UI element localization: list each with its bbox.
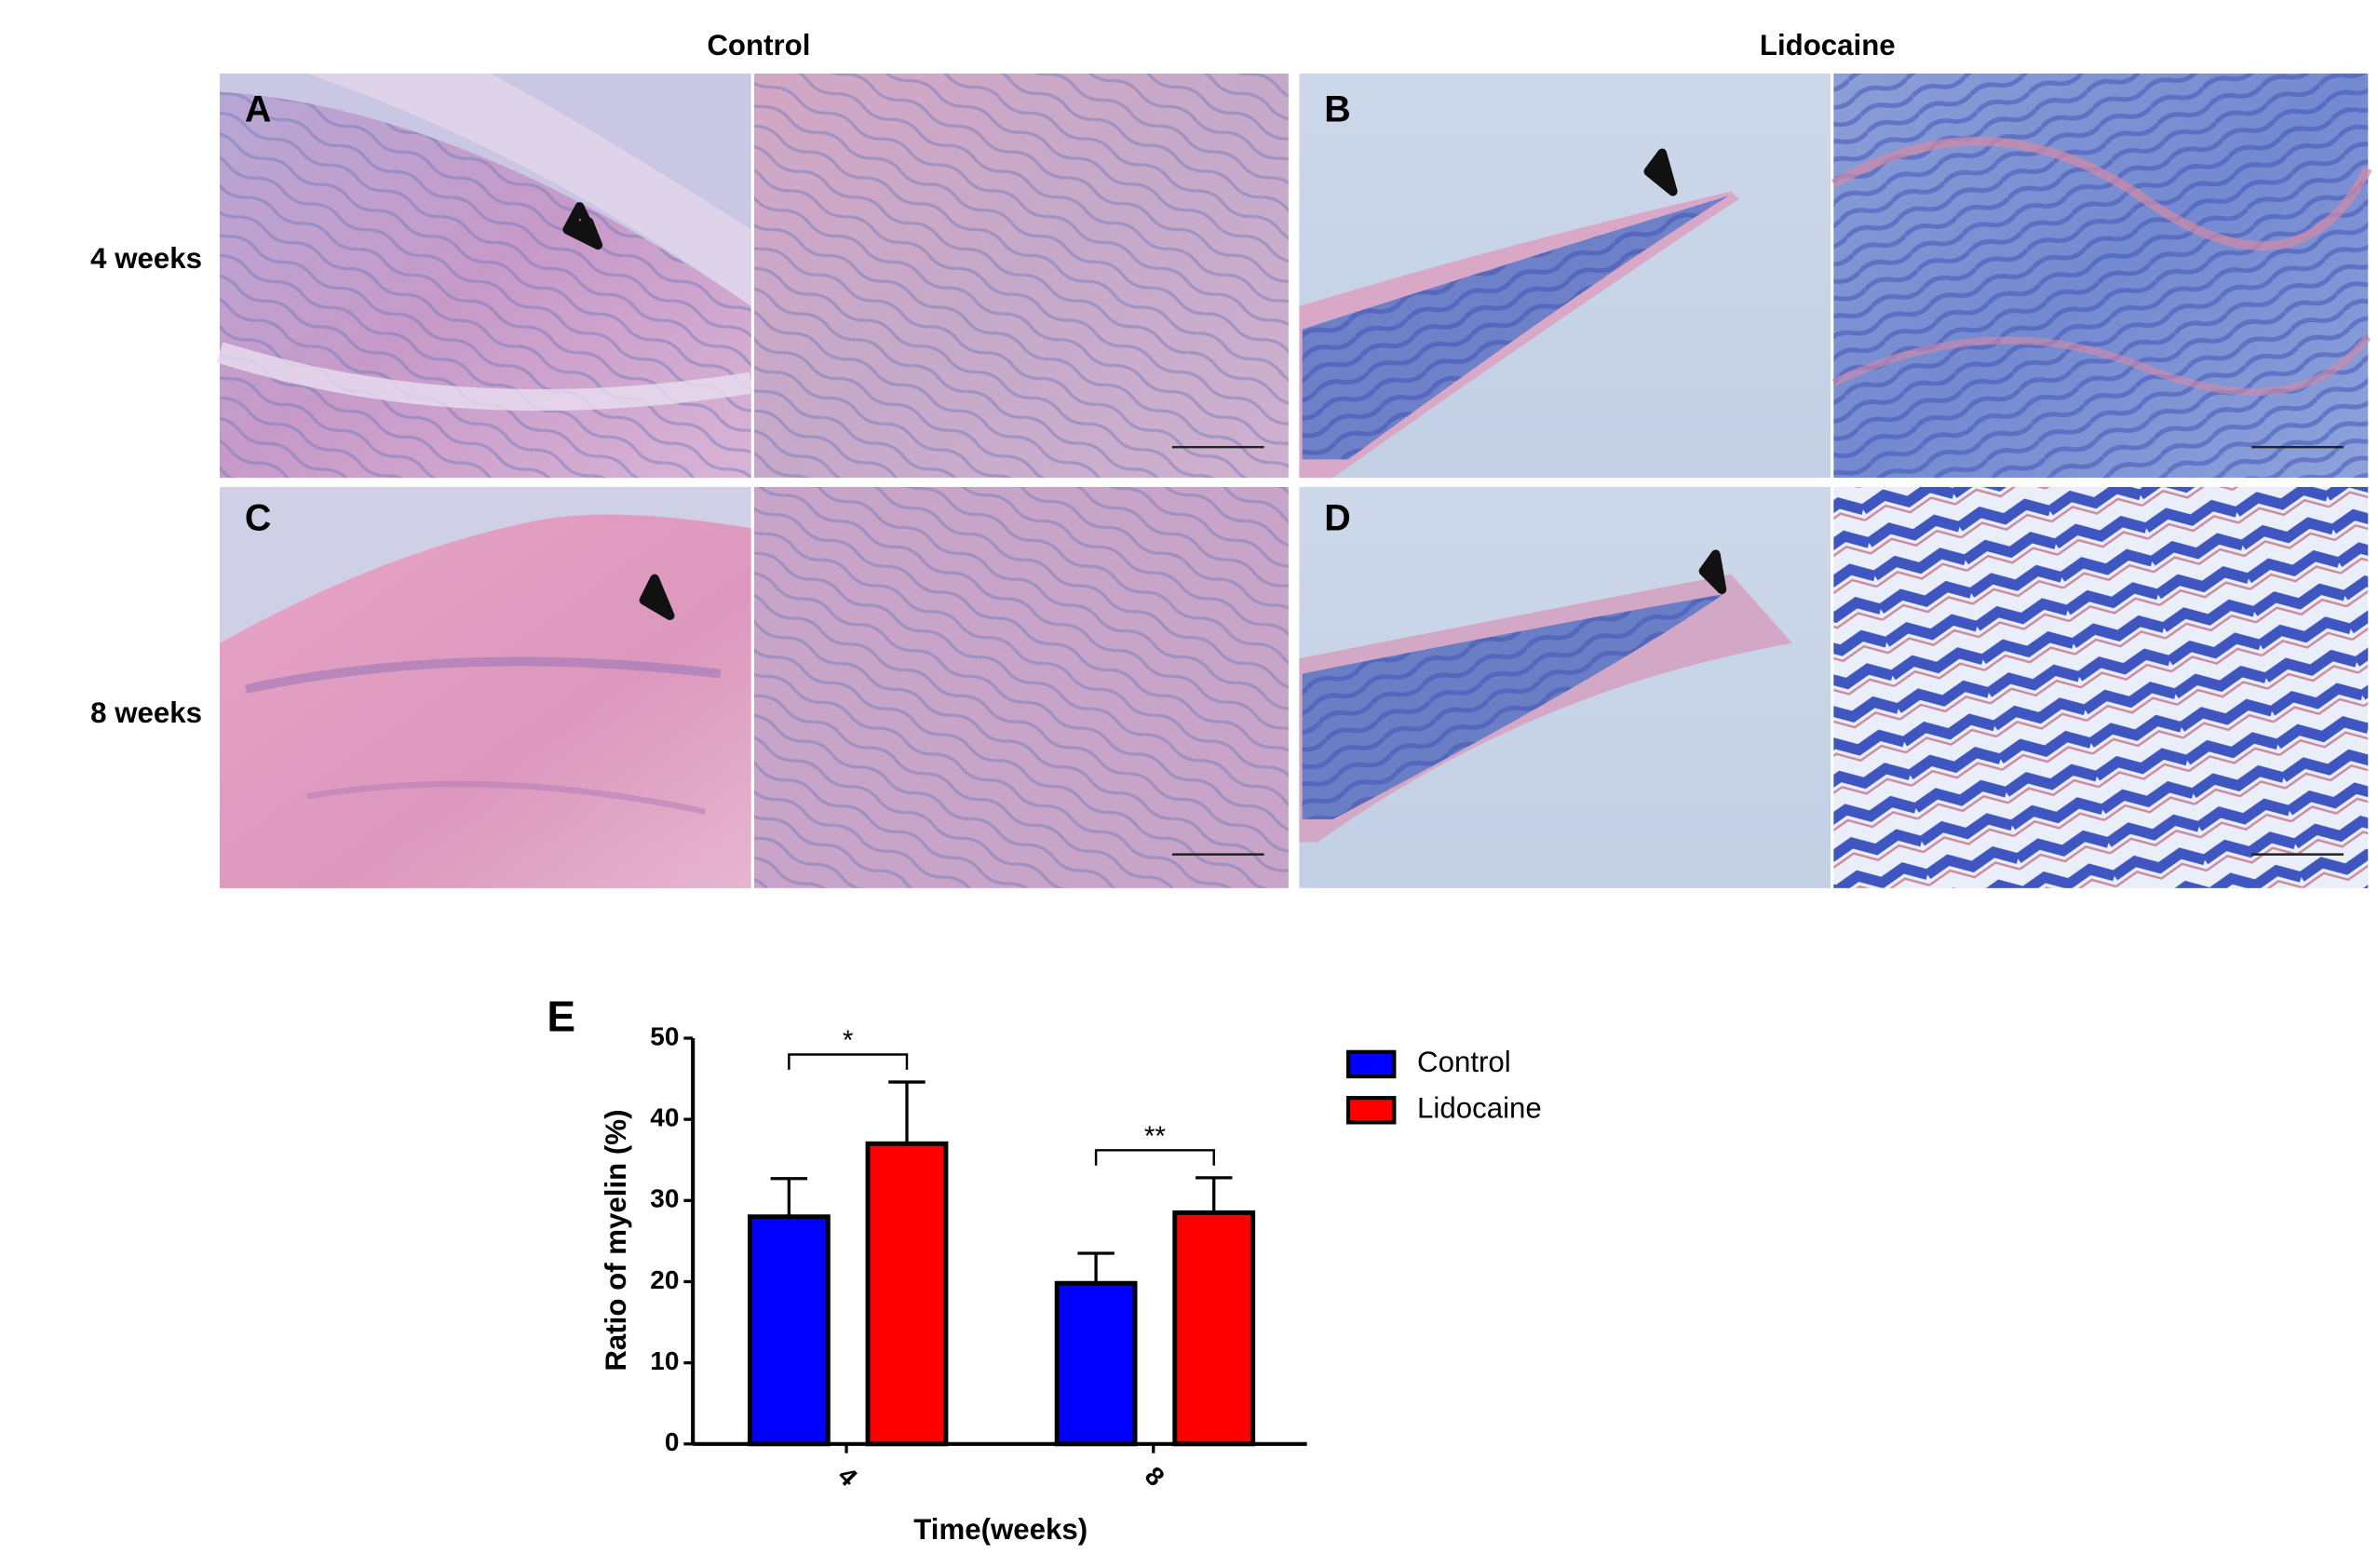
bar [747, 1214, 831, 1447]
y-tick-label: 10 [650, 1346, 679, 1375]
x-tick-label: 8 [1140, 1461, 1170, 1492]
significance-bracket [1094, 1149, 1215, 1166]
panel-label: E [547, 992, 575, 1040]
y-tick-label: 50 [650, 1021, 679, 1050]
y-tick-label: 20 [650, 1265, 679, 1294]
panel-label: C [245, 498, 272, 539]
significance-bracket [788, 1053, 909, 1070]
row-label: 4 weeks [90, 242, 202, 275]
micrograph-panel: D [1299, 486, 2369, 888]
micrograph-panel: A [216, 73, 1289, 479]
column-title: Control [707, 29, 810, 61]
micrograph-panel: C [220, 486, 1289, 888]
row-label: 8 weeks [90, 696, 202, 729]
y-axis-label: Ratio of myelin (%) [600, 1110, 632, 1372]
bar [1054, 1280, 1138, 1447]
y-tick-label: 0 [665, 1427, 680, 1456]
x-tick-label: 4 [832, 1461, 863, 1492]
panel-label: D [1324, 498, 1350, 539]
y-tick-label: 30 [650, 1184, 679, 1213]
significance-label: * [843, 1025, 854, 1056]
bar [1172, 1210, 1256, 1447]
micrograph-panel: B [1299, 73, 2372, 479]
y-tick-label: 40 [650, 1103, 679, 1132]
significance-label: ** [1144, 1121, 1167, 1152]
column-title: Lidocaine [1760, 29, 1896, 61]
x-axis-label: Time(weeks) [913, 1513, 1088, 1546]
legend-swatch [1345, 1096, 1397, 1125]
legend-label: Control [1417, 1046, 1511, 1078]
panel-label: B [1324, 88, 1350, 129]
bar [865, 1141, 949, 1447]
legend-label: Lidocaine [1417, 1092, 1542, 1125]
legend-swatch [1345, 1049, 1397, 1079]
panel-label: A [245, 88, 272, 129]
